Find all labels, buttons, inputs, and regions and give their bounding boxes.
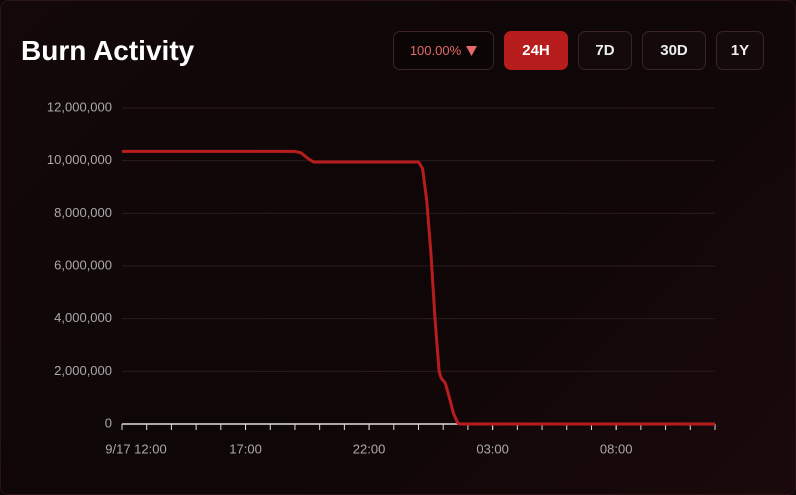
line bbox=[122, 149, 715, 426]
range-button[interactable]: 7D bbox=[578, 31, 632, 70]
range-button[interactable]: 30D bbox=[642, 31, 706, 70]
down-arrow bbox=[466, 45, 478, 56]
y-tick-label: 2,000,000 bbox=[54, 363, 112, 378]
change: 100.00% bbox=[409, 43, 462, 58]
y-tick-label: 6,000,000 bbox=[54, 257, 112, 272]
x-tick-label: 08:00 bbox=[600, 441, 633, 456]
y-tick-label: 0 bbox=[105, 415, 112, 430]
y-tick-label: 10,000,000 bbox=[47, 152, 112, 167]
range-button[interactable]: 1Y bbox=[716, 31, 764, 70]
y-tick-label: 4,000,000 bbox=[54, 310, 112, 325]
x-tick-label: 22:00 bbox=[353, 441, 386, 456]
y-tick-label: 12,000,000 bbox=[47, 99, 112, 114]
range-button[interactable]: 24H bbox=[504, 31, 568, 70]
change-badge[interactable]: 100.00% bbox=[393, 31, 494, 70]
y-tick-label: 8,000,000 bbox=[54, 205, 112, 220]
x-tick-label: 03:00 bbox=[476, 441, 509, 456]
x-tick-label: 9/17 12:00 bbox=[105, 441, 166, 456]
x-tick-label: 17:00 bbox=[229, 441, 262, 456]
title: Burn Activity bbox=[21, 35, 195, 66]
